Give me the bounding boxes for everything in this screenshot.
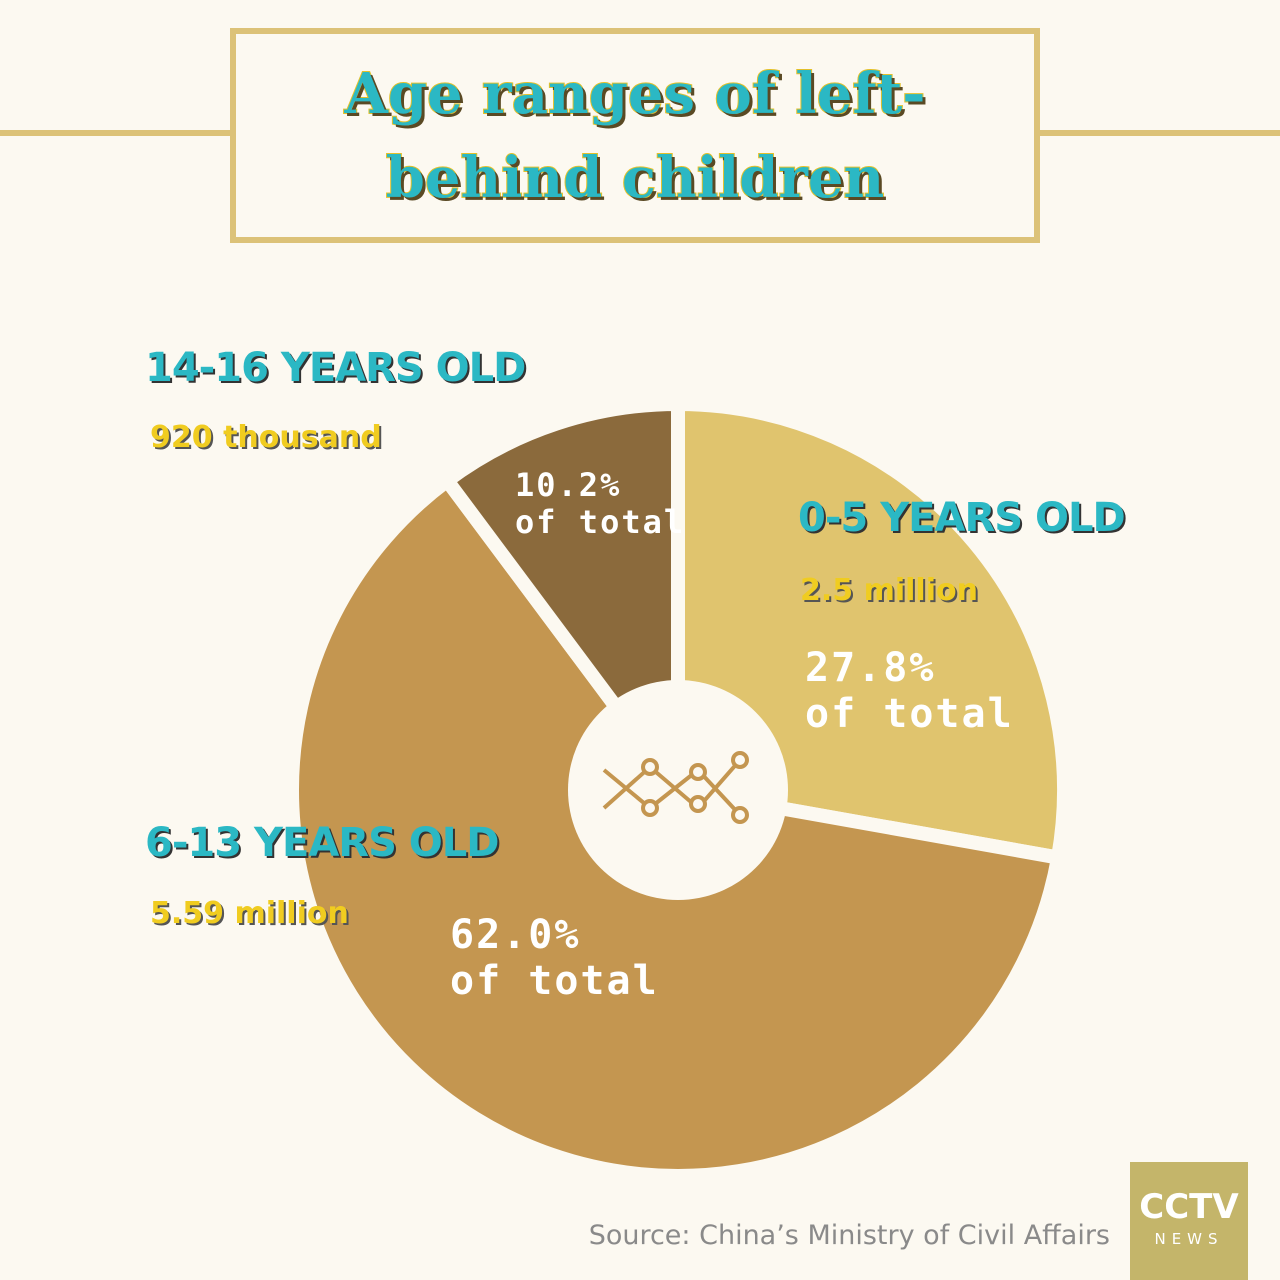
slice (437, 396, 685, 812)
category-label: 14-16 YEARS OLD (145, 345, 526, 391)
category-label: 0-5 YEARS OLD (798, 495, 1126, 541)
value-label: 10.2% (515, 466, 622, 504)
center-icon (602, 751, 749, 824)
title-box: Age ranges of left-behind children (230, 28, 1040, 243)
value-label: 27.8% (805, 645, 936, 691)
value-note: of total (805, 691, 1014, 737)
logo-sub: NEWS (1154, 1230, 1223, 1248)
value-label: 62.0% (450, 912, 581, 958)
amount-label: 5.59 million (150, 896, 349, 931)
logo-text: CCTV (1139, 1187, 1239, 1227)
amount-label: 2.5 million (800, 573, 978, 608)
source: Source: China’s Ministry of Civil Affair… (589, 1220, 1110, 1251)
value-note: of total (515, 502, 686, 541)
value-note: of total (450, 958, 659, 1004)
amount-label: 920 thousand (150, 420, 382, 455)
category-label: 6-13 YEARS OLD (145, 820, 499, 866)
logo-box (1130, 1162, 1248, 1280)
chart-title: Age ranges of left-behind children (343, 60, 926, 212)
